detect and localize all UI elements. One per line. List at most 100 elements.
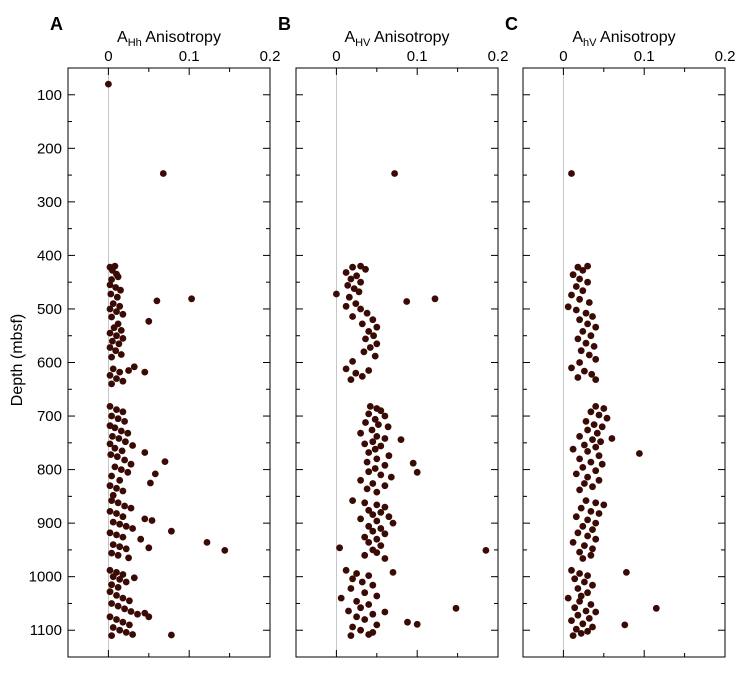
data-point [581, 480, 588, 487]
data-point [371, 352, 379, 360]
data-point [116, 302, 124, 310]
data-point [595, 452, 603, 460]
data-point [368, 426, 376, 434]
data-point [121, 605, 128, 613]
data-point [373, 517, 381, 525]
data-point [113, 484, 120, 492]
x-tick-label: 0 [559, 48, 567, 65]
data-point [361, 440, 369, 448]
data-point [127, 608, 135, 615]
data-point [203, 539, 211, 546]
data-point [592, 519, 600, 527]
data-point [221, 547, 229, 554]
data-point [576, 570, 583, 577]
data-point [589, 483, 596, 491]
data-point [592, 499, 600, 507]
plot-frame [522, 67, 726, 658]
data-point [381, 461, 389, 469]
data-point [582, 309, 590, 317]
data-point [582, 418, 590, 425]
y-tick-label: 1100 [30, 622, 62, 639]
y-tick-label: 300 [37, 194, 62, 211]
data-point [365, 506, 373, 514]
data-point [108, 632, 115, 639]
data-point [119, 408, 127, 416]
data-point [369, 438, 377, 446]
data-point [113, 453, 121, 461]
data-point [357, 429, 364, 437]
data-point [597, 438, 604, 446]
data-point [373, 535, 381, 543]
data-point [572, 625, 580, 633]
data-point [377, 509, 385, 516]
data-point [109, 541, 117, 548]
data-point [365, 539, 373, 546]
data-point [347, 376, 355, 383]
data-point [584, 448, 591, 455]
data-point [413, 468, 421, 476]
data-point [342, 566, 350, 574]
data-point [579, 267, 587, 274]
data-point [362, 419, 369, 426]
data-point [363, 309, 371, 317]
data-point [590, 343, 598, 350]
data-point [588, 370, 596, 378]
data-point [125, 621, 133, 629]
data-point [141, 515, 149, 523]
data-point [365, 572, 373, 579]
data-point [113, 531, 120, 539]
data-point [363, 458, 371, 466]
data-point [576, 597, 583, 605]
data-point [389, 519, 397, 527]
data-point [125, 367, 132, 374]
panel-letter: A [50, 14, 63, 34]
data-point [587, 458, 595, 466]
data-point [349, 313, 356, 320]
data-point [145, 544, 153, 552]
data-point [572, 470, 580, 478]
data-point [347, 275, 355, 283]
y-tick-label: 1000 [29, 569, 62, 586]
data-point [119, 594, 127, 602]
data-point [574, 263, 582, 271]
data-point [108, 276, 115, 283]
data-point [584, 589, 591, 597]
data-point [381, 412, 389, 420]
x-tick-label: 0.2 [260, 48, 281, 65]
data-point [381, 530, 389, 538]
data-point [125, 597, 133, 605]
data-point [381, 482, 389, 490]
data-point [589, 313, 596, 320]
data-point [381, 435, 389, 442]
data-point [108, 549, 115, 557]
data-point [589, 545, 596, 553]
data-point [409, 459, 417, 467]
data-point [115, 435, 123, 442]
data-point [151, 470, 159, 478]
data-point [342, 302, 350, 310]
data-point [106, 281, 114, 289]
data-point [119, 335, 127, 342]
data-point [365, 367, 373, 374]
data-point [377, 525, 385, 532]
data-point [349, 497, 356, 504]
data-point [431, 295, 439, 303]
data-point [564, 303, 572, 311]
data-point [106, 482, 114, 490]
data-point [119, 487, 127, 495]
data-point [572, 513, 580, 521]
data-point [365, 601, 373, 608]
data-point [105, 80, 112, 88]
data-point [108, 600, 115, 607]
data-point [106, 344, 114, 351]
data-point [389, 569, 397, 576]
data-point [350, 285, 358, 292]
data-point [381, 608, 389, 616]
data-point [373, 488, 381, 496]
data-point [373, 621, 381, 629]
data-point [108, 581, 115, 589]
data-point [384, 423, 392, 431]
data-point [161, 458, 169, 465]
data-point [108, 412, 115, 420]
data-point [369, 316, 377, 324]
